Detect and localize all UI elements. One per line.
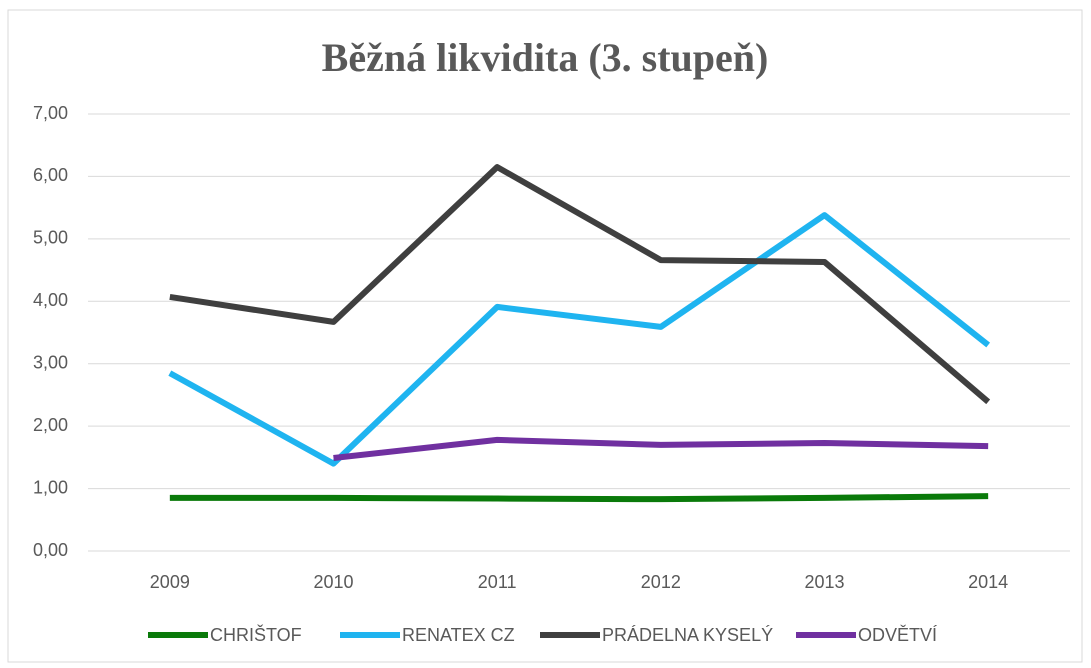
x-tick-label: 2012 [641,572,681,592]
legend-label: PRÁDELNA KYSELÝ [602,625,773,645]
chart-title: Běžná likvidita (3. stupeň) [322,35,769,80]
y-tick-label: 5,00 [33,228,68,248]
y-tick-label: 6,00 [33,165,68,185]
y-tick-label: 1,00 [33,477,68,497]
x-tick-label: 2014 [968,572,1008,592]
chart-border [7,9,1083,663]
x-tick-label: 2013 [804,572,844,592]
legend-label: CHRIŠTOF [210,624,302,645]
legend-label: ODVĚTVÍ [858,625,937,645]
y-tick-label: 7,00 [33,103,68,123]
y-tick-label: 4,00 [33,290,68,310]
series-line [333,436,989,461]
series-line [168,212,991,467]
x-tick-label: 2010 [313,572,353,592]
y-tick-label: 2,00 [33,415,68,435]
y-tick-label: 0,00 [33,540,68,560]
x-tick-label: 2011 [478,572,517,592]
legend-label: RENATEX CZ [402,625,515,645]
x-tick-label: 2009 [150,572,190,592]
series-line [169,493,989,503]
series-line [169,164,991,405]
y-tick-label: 3,00 [33,352,68,372]
